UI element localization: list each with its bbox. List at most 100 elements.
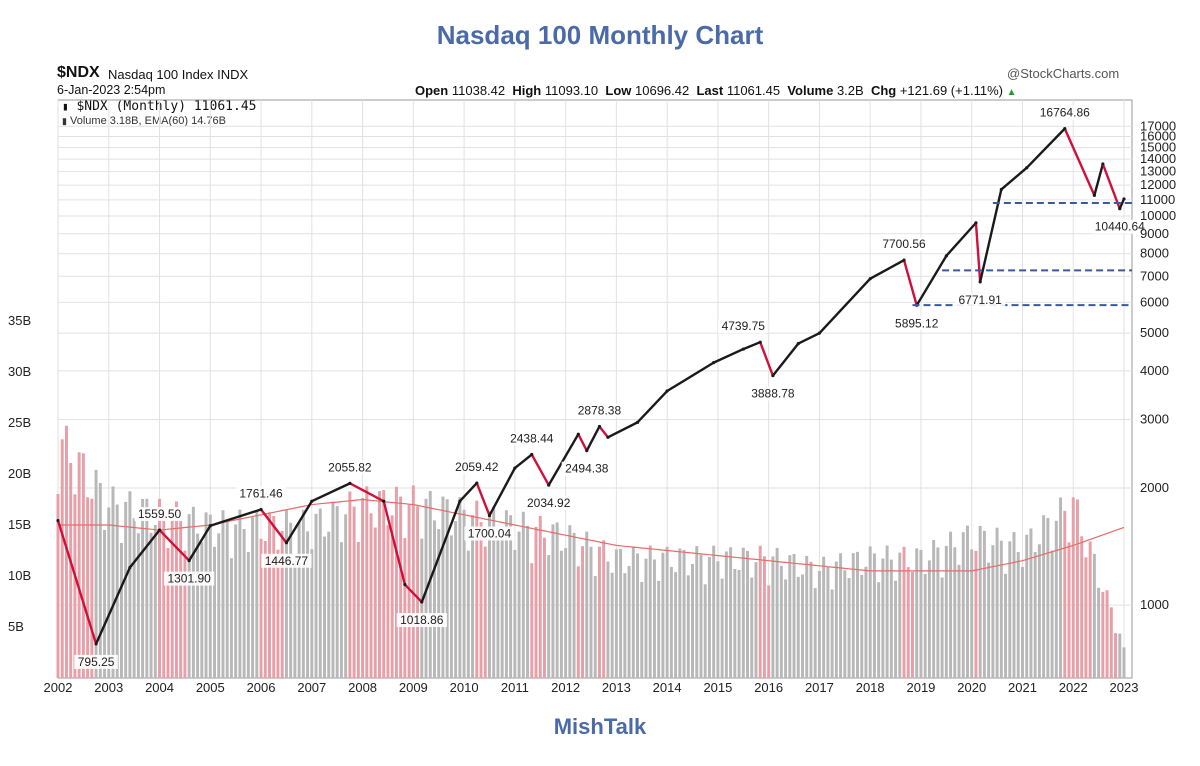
volume-bar: [762, 556, 766, 678]
volume-bar: [644, 558, 648, 678]
volume-bar: [174, 501, 178, 678]
annotation-label: 1761.46: [239, 486, 283, 500]
volume-bar: [792, 554, 796, 678]
chart-title: Nasdaq 100 Monthly Chart: [436, 20, 764, 50]
volume-bar: [674, 572, 678, 678]
volume-bar: [703, 584, 707, 678]
volume-bar: [475, 500, 479, 678]
annotation-label: 3888.78: [751, 387, 795, 401]
volume-bar: [500, 538, 504, 678]
volume-bar: [581, 546, 585, 678]
volume-bar: [1075, 499, 1079, 678]
volume-bar: [416, 506, 420, 678]
price-segment: [598, 425, 610, 439]
volume-bar: [162, 508, 166, 678]
volume-bar: [1088, 541, 1092, 678]
price-point: [310, 499, 314, 503]
volume-bar: [1033, 551, 1037, 678]
volume-bar: [1109, 607, 1113, 678]
annotation-box: [955, 292, 1006, 307]
volume-bar: [720, 578, 724, 678]
volume-bar: [119, 542, 123, 678]
volume-bar: [272, 516, 276, 678]
price-point: [403, 582, 407, 587]
volume-bar: [200, 542, 204, 678]
annotation-box: [1036, 105, 1094, 120]
x-tick-label: 2008: [348, 680, 377, 695]
volume-tick-label: 25B: [8, 415, 31, 430]
volume-bar: [932, 540, 936, 678]
volume-bar: [306, 531, 310, 678]
annotation-label: 1700.04: [468, 526, 512, 540]
volume-bar: [373, 527, 377, 678]
volume-bar: [724, 551, 728, 678]
annotation-box: [891, 316, 942, 331]
volume-bar: [437, 529, 441, 678]
y-tick-label: 17000: [1140, 118, 1176, 133]
volume-bar: [445, 499, 449, 678]
volume-tick-label: 20B: [8, 466, 31, 481]
volume-bar: [136, 533, 140, 678]
volume-bar: [289, 522, 293, 678]
volume-bar: [1067, 542, 1071, 678]
price-segment: [209, 508, 263, 527]
x-tick-label: 2016: [754, 680, 783, 695]
volume-bar: [98, 482, 102, 678]
y-tick-label: 8000: [1140, 246, 1169, 261]
time-axis: 2002 2003 2004 2005 2006 2007 2008 2009 2010 2011…: [44, 680, 1139, 695]
volume-bar: [1059, 497, 1063, 678]
volume-bar: [944, 545, 948, 678]
y-tick-label: 14000: [1140, 151, 1176, 166]
price-segment: [382, 500, 407, 586]
price-point: [974, 221, 978, 225]
x-tick-label: 2004: [145, 680, 174, 695]
price-point: [712, 361, 716, 365]
volume-bar: [555, 522, 559, 678]
volume-bar: [1101, 592, 1105, 678]
volume-bar: [915, 548, 919, 678]
y-tick-label: 1000: [1140, 597, 1169, 612]
x-tick-label: 2007: [297, 680, 326, 695]
volume-bar: [987, 562, 991, 678]
volume-bar: [856, 551, 859, 678]
volume-bar: [796, 576, 800, 678]
volume-bar: [141, 498, 145, 678]
candle-icon: ▮: [62, 100, 69, 113]
volume-bar: [521, 511, 525, 678]
price-point: [284, 541, 289, 545]
volume-bar: [1016, 552, 1020, 678]
x-tick-label: 2006: [247, 680, 276, 695]
volume-bar: [213, 546, 216, 678]
x-tick-label: 2023: [1110, 680, 1139, 695]
volume-bar: [386, 525, 390, 678]
price-point: [576, 432, 580, 436]
y-tick-label: 11000: [1140, 192, 1175, 207]
volume-bar: [318, 508, 322, 678]
price-segment: [759, 340, 775, 377]
volume-bar: [496, 535, 500, 678]
volume-bar: [483, 546, 487, 678]
volume-bar: [889, 559, 893, 678]
volume-bar: [949, 531, 953, 678]
y-tick-label: 13000: [1140, 164, 1176, 179]
volume-bar: [881, 558, 885, 678]
price-point: [868, 277, 872, 281]
annotation-box: [324, 460, 375, 475]
price-segment: [285, 500, 314, 544]
x-tick-label: 2011: [501, 680, 529, 695]
volume-bar: [906, 567, 910, 678]
volume-bar: [750, 577, 754, 678]
volume-bar: [1080, 536, 1084, 678]
volume-bar: [707, 557, 711, 678]
volume-bar: [314, 513, 318, 678]
price-segment: [348, 482, 385, 503]
volume-bar: [73, 494, 77, 678]
y-tick-label: 3000: [1140, 411, 1169, 426]
volume-bar: [466, 550, 470, 678]
annotation-box: [523, 496, 574, 511]
volume-bar: [449, 535, 453, 678]
volume-bar: [999, 540, 1003, 678]
volume-tick-label: 15B: [8, 517, 31, 532]
ohlc-bar: Open 11038.42 High 11093.10 Low 10696.42…: [415, 83, 1017, 98]
x-tick-label: 2014: [653, 680, 682, 695]
